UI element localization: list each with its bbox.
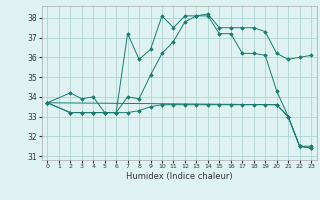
X-axis label: Humidex (Indice chaleur): Humidex (Indice chaleur) xyxy=(126,172,233,181)
